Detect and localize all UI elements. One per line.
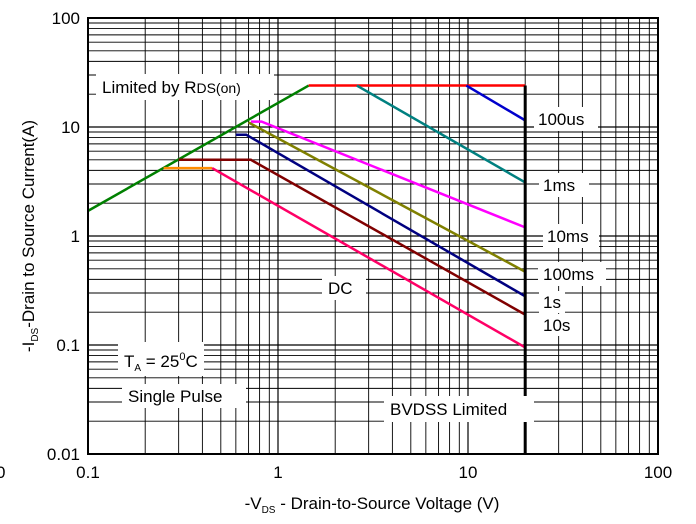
x-tick-label: 10 <box>459 463 478 482</box>
series-line-3 <box>356 84 526 184</box>
annotation-10ms: 10ms <box>543 224 599 248</box>
svg-text:100ms: 100ms <box>543 265 594 284</box>
svg-text:DC: DC <box>328 279 353 298</box>
annotation-single-pulse: Single Pulse <box>122 384 246 408</box>
y-tick-labels: 0.01 0.1 1 10 100 <box>47 9 80 464</box>
x-tick-label: 1 <box>273 463 282 482</box>
series-line-9 <box>211 166 526 349</box>
x-edge-label: 0 <box>0 463 5 482</box>
series-lines <box>87 84 527 454</box>
svg-text:10ms: 10ms <box>547 227 589 246</box>
svg-text:1ms: 1ms <box>543 176 575 195</box>
x-tick-label: 100 <box>644 463 672 482</box>
x-axis-title: -VDS - Drain-to-Source Voltage (V) <box>245 494 500 516</box>
y-tick-label: 10 <box>61 118 80 137</box>
annotation-bvdss-limited: BVDSS Limited <box>384 396 534 422</box>
annotation-100us: 100us <box>534 107 598 131</box>
x-tick-labels: 0.1 1 10 100 <box>76 463 672 482</box>
annotation-100ms: 100ms <box>538 262 606 286</box>
annotation-10s: 10s <box>539 314 577 336</box>
annotation-1s: 1s <box>539 291 565 313</box>
svg-text:100us: 100us <box>538 110 584 129</box>
svg-text:Single Pulse: Single Pulse <box>128 387 223 406</box>
y-tick-label: 100 <box>52 9 80 28</box>
svg-text:Limited by RDS(on): Limited by RDS(on) <box>102 78 241 97</box>
y-tick-label: 1 <box>71 227 80 246</box>
annotation-dc: DC <box>322 276 366 300</box>
svg-text:10s: 10s <box>543 316 570 335</box>
series-line-4 <box>250 120 526 229</box>
series-line-2 <box>465 84 526 122</box>
svg-text:1s: 1s <box>543 293 561 312</box>
annotation-1ms: 1ms <box>539 173 589 197</box>
series-line-0 <box>87 84 310 212</box>
series-line-7 <box>178 158 526 316</box>
svg-text:BVDSS Limited: BVDSS Limited <box>390 400 507 419</box>
y-tick-label: 0.01 <box>47 445 80 464</box>
series-line-5 <box>247 121 526 273</box>
y-axis-title: -IDS-Drain to Source Current(A) <box>19 120 41 352</box>
svg-text:TA = 250C: TA = 250C <box>124 351 198 374</box>
annotation-limited-by-rdson: Limited by RDS(on) <box>96 74 274 100</box>
annotation-ta: TA = 250C <box>118 342 204 376</box>
x-tick-label: 0.1 <box>76 463 100 482</box>
series-line-6 <box>235 133 526 298</box>
y-tick-label: 0.1 <box>56 336 80 355</box>
plot-frame <box>87 17 659 455</box>
